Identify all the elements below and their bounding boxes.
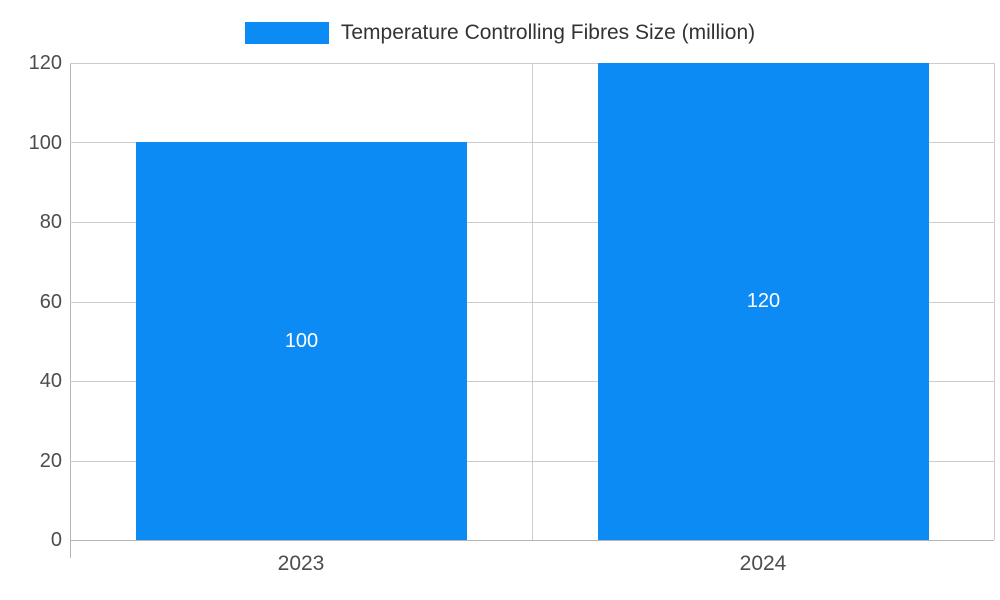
category-boundary-line xyxy=(994,63,995,540)
bar[interactable]: 120 xyxy=(598,63,929,540)
y-tick-label: 20 xyxy=(39,450,62,472)
bar[interactable]: 100 xyxy=(136,142,467,540)
bar-value-label: 120 xyxy=(746,290,781,312)
x-tick-label: 2023 xyxy=(277,552,325,575)
bar-value-label: 100 xyxy=(284,329,319,352)
category-boundary-line xyxy=(532,63,533,540)
y-tick-label: 80 xyxy=(39,211,62,233)
y-tick-label: 40 xyxy=(39,370,62,392)
x-tick-label: 2024 xyxy=(739,552,787,575)
y-axis-line xyxy=(70,63,71,558)
plot-area: 100 120 xyxy=(70,63,995,540)
y-tick-label: 0 xyxy=(50,529,62,551)
y-tick-label: 120 xyxy=(28,52,62,74)
chart-legend: Temperature Controlling Fibres Size (mil… xyxy=(0,18,1000,48)
y-tick-label: 100 xyxy=(28,132,62,154)
y-tick-label: 60 xyxy=(39,291,62,313)
legend-swatch xyxy=(244,22,329,44)
x-axis-line xyxy=(70,540,994,541)
chart-title: Temperature Controlling Fibres Size (mil… xyxy=(340,21,756,44)
